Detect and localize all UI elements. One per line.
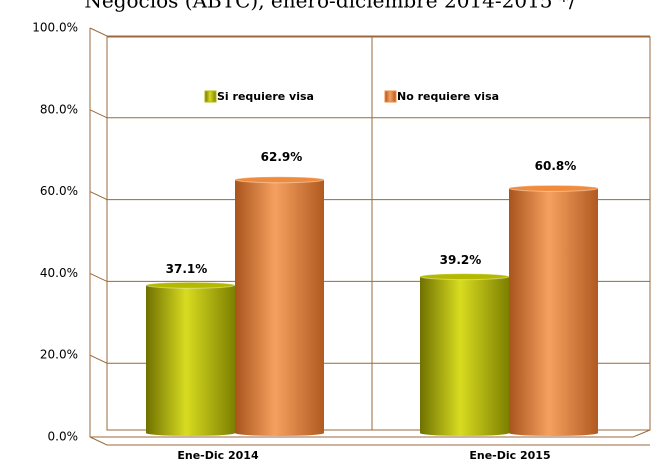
y-tick-label: 20.0% [40, 348, 78, 362]
bar-top [419, 273, 510, 281]
x-tick-label: Ene-Dic 2014 [177, 449, 259, 462]
bar-base [146, 430, 235, 436]
back-wall [106, 36, 651, 431]
chart-title: Negocios (ABTC), enero-diciembre 2014-20… [84, 0, 576, 13]
floor-edge [632, 429, 651, 438]
x-tick-label: Ene-Dic 2015 [469, 449, 550, 462]
y-tick-label: 80.0% [40, 102, 78, 116]
bar-top [145, 281, 236, 289]
value-label: 37.1% [166, 262, 208, 276]
legend-label: Si requiere visa [217, 90, 314, 103]
bar-top [508, 184, 599, 192]
bar-top [234, 176, 325, 184]
y-tick-label: 60.0% [40, 184, 78, 198]
grid-line [89, 27, 650, 37]
y-tick-label: 100.0% [32, 21, 78, 35]
bar-base [509, 430, 598, 436]
legend-swatch [384, 90, 397, 103]
grid-line [89, 191, 650, 201]
bar [235, 179, 324, 433]
bar [420, 276, 509, 433]
bar-base [235, 430, 324, 436]
value-label: 60.8% [535, 159, 577, 173]
y-tick-label: 0.0% [48, 430, 79, 444]
grid-line [89, 436, 650, 446]
value-label: 62.9% [261, 150, 303, 164]
grid-line [89, 109, 650, 119]
bar [509, 188, 598, 433]
y-tick-label: 40.0% [40, 266, 78, 280]
bar [146, 285, 235, 433]
value-label: 39.2% [440, 253, 482, 267]
legend-swatch [204, 90, 217, 103]
legend-label: No requiere visa [397, 90, 499, 103]
bar-base [420, 430, 509, 436]
